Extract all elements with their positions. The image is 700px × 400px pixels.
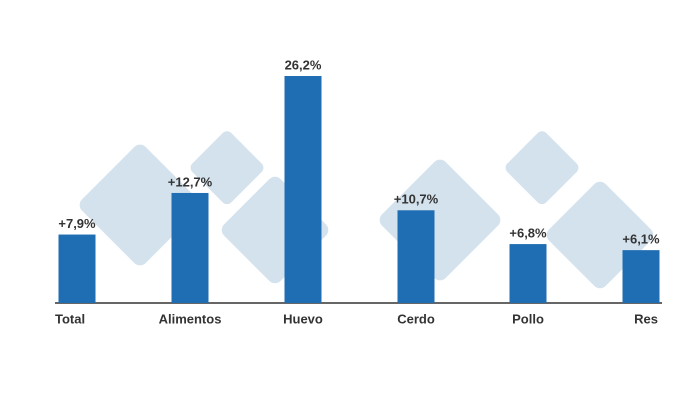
x-tick-label: Res bbox=[634, 311, 658, 326]
bar bbox=[171, 192, 209, 303]
x-tick-label: Cerdo bbox=[397, 311, 435, 326]
watermark-shape bbox=[79, 144, 201, 266]
value-label: +12,7% bbox=[168, 174, 213, 189]
x-tick-label: Pollo bbox=[512, 311, 544, 326]
bar bbox=[58, 234, 96, 303]
bar bbox=[284, 76, 322, 303]
value-label: +10,7% bbox=[394, 192, 439, 207]
watermark-shape bbox=[379, 159, 501, 281]
value-label: +6,8% bbox=[509, 226, 547, 241]
bar bbox=[397, 210, 435, 303]
value-label: 26,2% bbox=[285, 57, 322, 72]
x-tick-label: Alimentos bbox=[159, 311, 222, 326]
x-tick-label: Huevo bbox=[283, 311, 323, 326]
watermark-shape bbox=[190, 131, 264, 205]
bar bbox=[509, 244, 547, 303]
value-label: +6,1% bbox=[622, 232, 660, 247]
watermark-shape bbox=[505, 131, 579, 205]
x-tick-label: Total bbox=[55, 311, 85, 326]
bar bbox=[622, 250, 660, 303]
value-label: +7,9% bbox=[58, 216, 96, 231]
watermark bbox=[79, 131, 654, 289]
